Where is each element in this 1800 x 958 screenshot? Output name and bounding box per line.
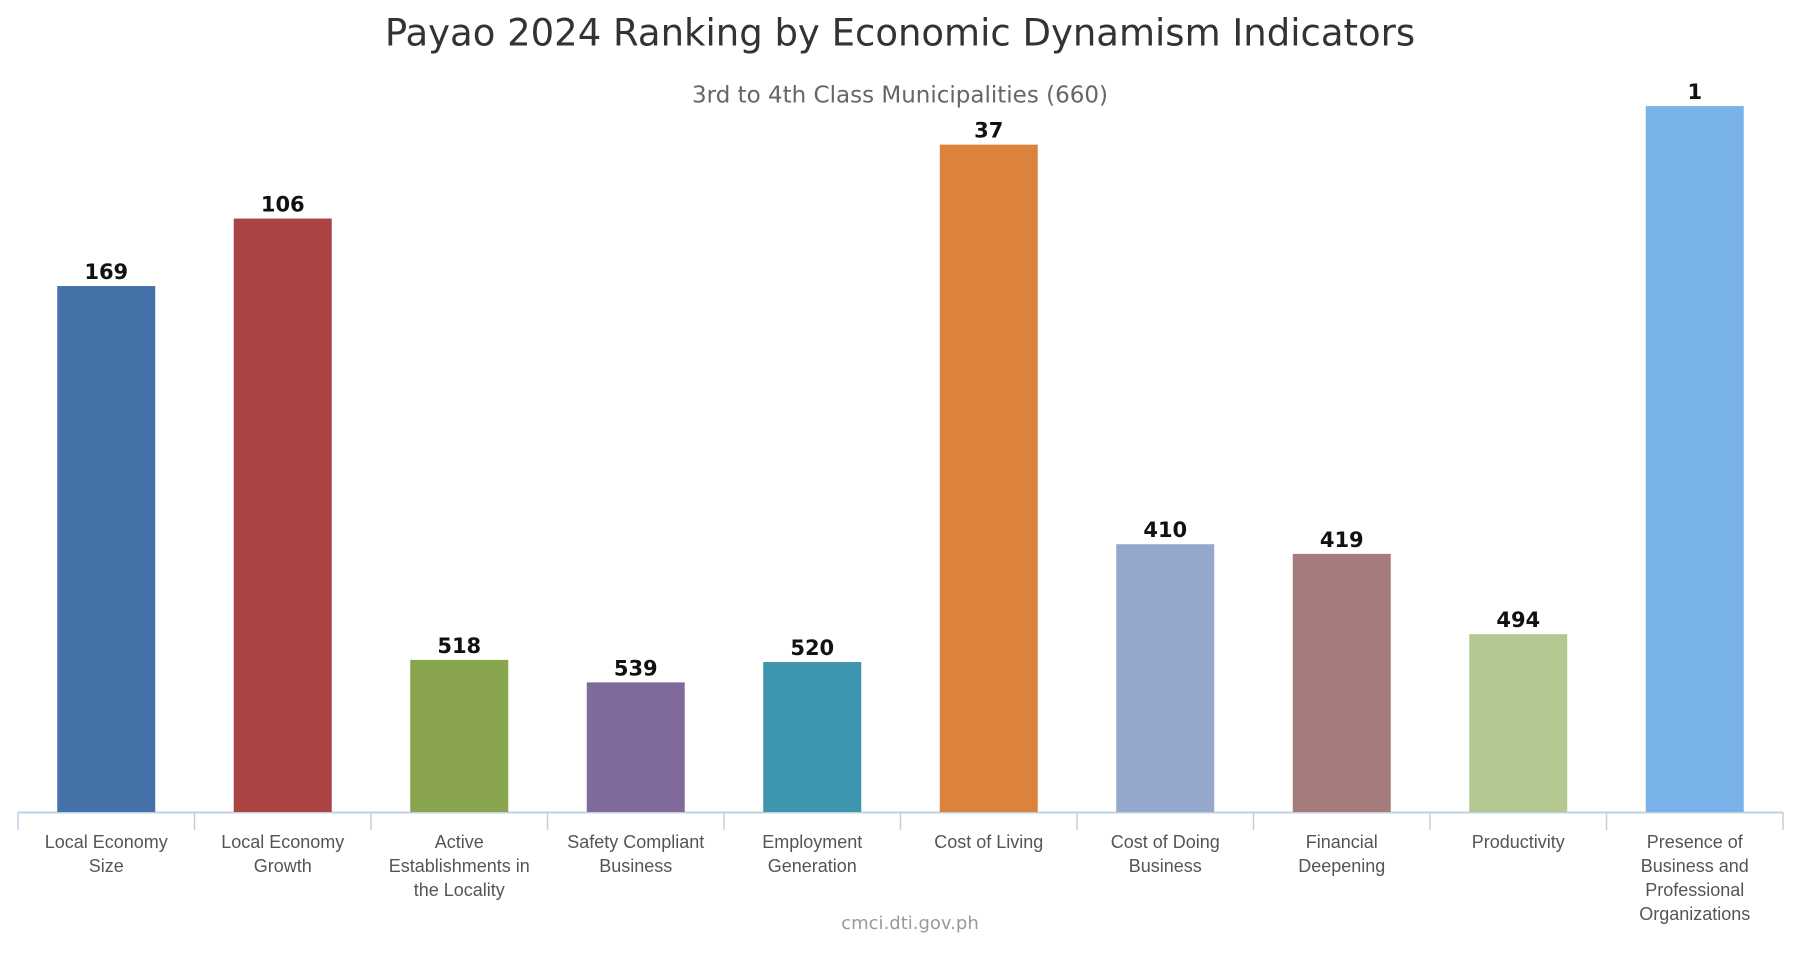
- bar: [1645, 106, 1744, 812]
- x-tick-label: Cost of Doing Business: [1110, 832, 1220, 876]
- data-label: 419: [1320, 528, 1364, 552]
- x-tick-label: Active Establishments in the Locality: [388, 832, 530, 900]
- source: cmci.dti.gov.ph: [841, 913, 979, 934]
- bar: [1116, 544, 1215, 812]
- data-label: 169: [84, 260, 128, 284]
- data-label: 106: [261, 193, 305, 217]
- bar: [1292, 553, 1391, 812]
- x-tick-label: Local Economy Size: [44, 832, 168, 876]
- data-label: 1: [1687, 80, 1702, 104]
- data-label: 520: [790, 636, 834, 660]
- bar: [586, 682, 685, 812]
- data-label: 410: [1143, 518, 1187, 542]
- data-label: 494: [1496, 608, 1540, 632]
- x-tick-label: Productivity: [1471, 832, 1565, 852]
- bar: [57, 286, 156, 812]
- x-tick-label: Local Economy Growth: [221, 832, 345, 876]
- data-label: 518: [437, 634, 481, 658]
- chart-title: Payao 2024 Ranking by Economic Dynamism …: [385, 12, 1415, 55]
- chart-subtitle: 3rd to 4th Class Municipalities (660): [692, 83, 1108, 109]
- x-tick-label: Presence of Business and Professional Or…: [1639, 832, 1751, 924]
- data-label: 37: [974, 119, 1003, 143]
- bar: [233, 218, 332, 813]
- data-label: 539: [614, 656, 658, 680]
- bar: [410, 659, 509, 812]
- bar: [939, 144, 1038, 813]
- bar: [763, 662, 862, 812]
- x-tick-label: Financial Deepening: [1298, 832, 1386, 876]
- x-tick-label: Employment Generation: [762, 832, 863, 876]
- bar: [1469, 634, 1568, 812]
- x-tick-label: Safety Compliant Business: [567, 832, 705, 876]
- x-tick-label: Cost of Living: [934, 832, 1044, 852]
